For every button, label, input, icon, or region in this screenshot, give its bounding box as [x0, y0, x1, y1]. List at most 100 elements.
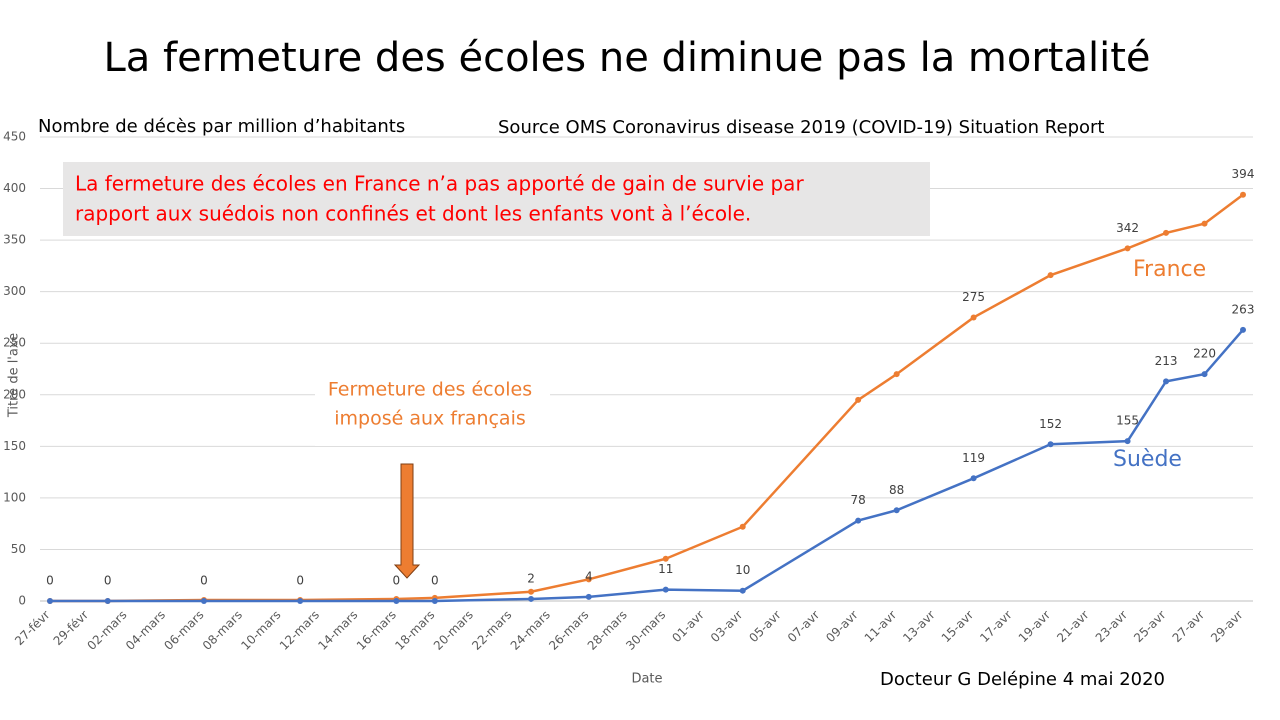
point	[855, 396, 862, 403]
data-label: 78	[851, 493, 866, 507]
data-label: 263	[1232, 302, 1255, 316]
data-label: 155	[1116, 414, 1139, 428]
note-line: imposé aux français	[334, 408, 526, 430]
x-tick-label: 29-avr	[1208, 608, 1246, 646]
note-box	[315, 372, 550, 446]
point	[1201, 220, 1208, 227]
x-tick-label: 24-mars	[508, 608, 553, 653]
data-label: 10	[735, 563, 750, 577]
data-label: 0	[431, 574, 439, 588]
x-tick-label: 26-mars	[546, 608, 591, 653]
y-tick-label: 200	[3, 387, 26, 401]
data-label: 342	[1116, 221, 1139, 235]
x-tick-label: 05-avr	[746, 608, 784, 646]
y-tick-label: 450	[3, 130, 26, 144]
point	[1047, 272, 1054, 279]
annotation-line: La fermeture des écoles en France n’a pa…	[75, 172, 804, 196]
point	[1240, 191, 1246, 198]
x-tick-label: 28-mars	[585, 608, 630, 653]
x-tick-label: 11-avr	[862, 608, 900, 646]
y-axis-title: Titre de l'axe	[7, 333, 22, 418]
x-tick-label: 21-avr	[1054, 608, 1092, 646]
y-tick-label: 300	[3, 284, 26, 298]
x-tick-label: 27-avr	[1170, 608, 1208, 646]
x-tick-label: 03-avr	[708, 608, 746, 646]
point	[1201, 371, 1208, 378]
x-tick-label: 19-avr	[1016, 608, 1054, 646]
point	[528, 588, 535, 595]
data-label: 88	[889, 483, 904, 497]
point	[1047, 441, 1054, 448]
y-tick-label: 400	[3, 181, 26, 195]
x-tick-label: 30-mars	[623, 608, 668, 653]
x-tick-label: 12-mars	[277, 608, 322, 653]
x-tick-label: 18-mars	[392, 608, 437, 653]
x-tick-label: 04-mars	[123, 608, 168, 653]
x-tick-label: 07-avr	[785, 608, 823, 646]
point	[1240, 326, 1246, 333]
point	[739, 523, 746, 530]
point	[47, 598, 53, 604]
point	[585, 576, 592, 583]
point	[662, 586, 669, 593]
point	[393, 598, 400, 604]
point	[528, 595, 535, 602]
data-label: 119	[962, 451, 985, 465]
point	[585, 593, 592, 600]
author: Docteur G Delépine 4 mai 2020	[880, 669, 1165, 690]
x-tick-label: 20-mars	[431, 608, 476, 653]
y-tick-label: 50	[11, 542, 26, 556]
title: La fermeture des écoles ne diminue pas l…	[103, 35, 1150, 81]
y-tick-label: 0	[18, 594, 26, 608]
data-label: 2	[527, 571, 535, 585]
series-label: Suède	[1113, 447, 1182, 472]
y-tick-label: 150	[3, 439, 26, 453]
x-tick-label: 09-avr	[823, 608, 861, 646]
point	[662, 555, 669, 562]
x-tick-label: 25-avr	[1131, 608, 1169, 646]
y-tick-label: 100	[3, 490, 26, 504]
point	[1124, 438, 1131, 445]
point	[104, 598, 111, 604]
series-label: France	[1133, 257, 1206, 282]
x-tick-label: 15-avr	[939, 608, 977, 646]
data-label: 275	[962, 290, 985, 304]
point	[893, 507, 900, 514]
y-tick-label: 250	[3, 336, 26, 350]
note-line: Fermeture des écoles	[328, 379, 532, 401]
point	[431, 598, 438, 604]
point	[970, 475, 977, 482]
data-label: 220	[1193, 347, 1216, 361]
point	[739, 587, 746, 594]
x-tick-label: 08-mars	[200, 608, 245, 653]
point	[1124, 245, 1131, 252]
point	[1163, 229, 1170, 236]
x-tick-label: 23-avr	[1093, 608, 1131, 646]
x-tick-label: 10-mars	[238, 608, 283, 653]
x-tick-label: 17-avr	[977, 608, 1015, 646]
arrow	[393, 463, 421, 579]
data-label: 213	[1155, 354, 1178, 368]
data-label: 152	[1039, 417, 1062, 431]
series-line	[50, 328, 1244, 603]
x-axis-title: Date	[631, 672, 662, 687]
x-tick-label: 02-mars	[84, 608, 129, 653]
point	[1163, 378, 1170, 385]
data-label: 0	[296, 574, 304, 588]
data-label: 0	[46, 574, 54, 588]
point	[855, 517, 862, 524]
x-tick-label: 16-mars	[354, 608, 399, 653]
source: Source OMS Coronavirus disease 2019 (COV…	[498, 117, 1104, 138]
data-label: 0	[393, 574, 401, 588]
point	[970, 314, 977, 321]
data-label: 0	[200, 574, 208, 588]
x-tick-label: 27-févr	[12, 608, 53, 649]
data-label: 4	[585, 569, 593, 583]
annotation-box	[63, 162, 930, 236]
x-tick-label: 01-avr	[669, 608, 707, 646]
annotation-line: rapport aux suédois non confinés et dont…	[75, 202, 751, 226]
y-tick-label: 350	[3, 233, 26, 247]
data-label: 0	[104, 574, 112, 588]
point	[893, 371, 900, 378]
